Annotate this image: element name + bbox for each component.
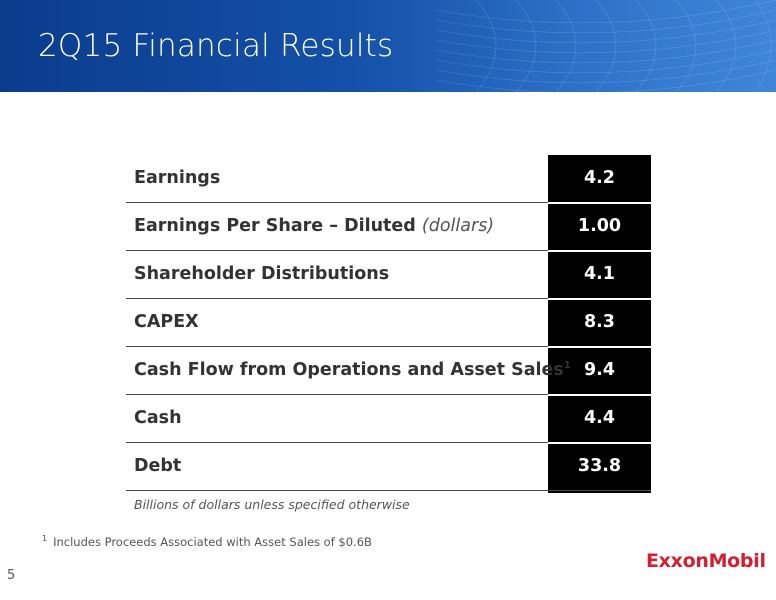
row-label-text: Cash [134,408,182,428]
row-label: CAPEX [134,312,199,332]
row-label-text: Earnings [134,168,221,188]
title-banner: 2Q15 Financial Results [0,0,776,92]
value-row-divider [548,442,651,444]
table-row: Shareholder Distributions 4.1 [126,251,651,300]
row-label-text: Earnings Per Share – Diluted [134,216,416,236]
value-row-divider [548,298,651,300]
row-value: 4.2 [583,168,615,188]
row-label-unit: (dollars) [421,216,495,236]
footnote-text: Includes Proceeds Associated with Asset … [53,534,372,549]
table-row: Cash Flow from Operations and Asset Sale… [126,347,651,396]
row-label: Earnings [134,168,220,188]
footnote-reference: 1 [563,360,571,372]
table-row: Cash 4.4 [126,395,651,444]
value-row-divider [548,394,651,396]
page-number: 5 [7,568,16,583]
row-value: 8.3 [583,312,615,332]
row-label: Shareholder Distributions [134,264,389,284]
row-label: Debt [134,456,181,476]
row-value: 4.1 [583,264,615,284]
exxonmobil-logo: ExxonMobil [646,550,766,572]
row-value: 4.4 [583,408,615,428]
table-row: CAPEX 8.3 [126,299,651,348]
table-row: Earnings 4.2 [126,155,651,204]
row-label-text: Cash Flow from Operations and Asset Sale… [134,360,564,380]
row-label: Earnings Per Share – Diluted (dollars) [134,216,494,236]
row-value: 33.8 [577,456,622,476]
financial-results-table: Earnings 4.2 Earnings Per Share – Diluted … [126,155,651,493]
row-label-text: CAPEX [134,312,199,332]
value-row-divider [548,250,651,252]
row-label: Cash Flow from Operations and Asset Sale… [134,360,571,380]
value-row-divider [548,202,651,204]
footnote-marker: 1 [42,534,48,543]
mesh-pattern-graphic [436,0,776,92]
row-label-text: Shareholder Distributions [134,264,390,284]
row-label: Cash [134,408,182,428]
row-label-text: Debt [134,456,182,476]
row-value: 1.00 [577,216,622,236]
value-column-background [548,155,651,493]
row-value: 9.4 [583,360,615,380]
table-row: Debt 33.8 [126,443,651,491]
slide-title: 2Q15 Financial Results [38,28,394,64]
units-note: Billions of dollars unless specified oth… [134,497,410,512]
value-row-divider [548,346,651,348]
table-row: Earnings Per Share – Diluted (dollars) 1.… [126,203,651,252]
footnote: 1 Includes Proceeds Associated with Asset… [42,534,372,549]
